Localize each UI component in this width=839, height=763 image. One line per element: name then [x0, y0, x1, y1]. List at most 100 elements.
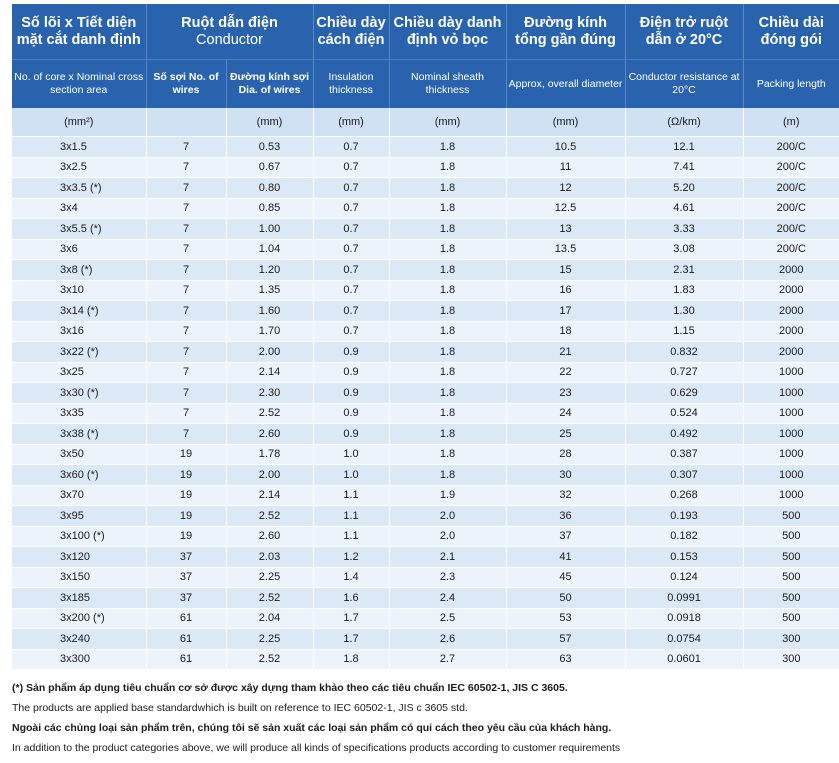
table-cell: 1.4	[313, 567, 390, 588]
table-cell: 1.1	[313, 526, 390, 547]
table-cell: 0.7	[313, 198, 390, 219]
table-cell: 3x14 (*)	[12, 300, 147, 322]
table-cell: 7	[146, 423, 227, 445]
table-cell: 3x4	[12, 198, 147, 219]
table-cell: 10.5	[506, 136, 626, 158]
table-cell: 3x200 (*)	[12, 608, 147, 629]
table-cell: 2.6	[389, 628, 507, 650]
table-cell: 3x10	[12, 280, 147, 301]
table-cell: 53	[506, 608, 626, 629]
table-cell: 0.7	[313, 280, 390, 301]
table-cell: 1.35	[226, 280, 314, 301]
table-cell: 7	[146, 300, 227, 322]
table-cell: 200/C	[743, 177, 839, 199]
table-cell: 7	[146, 136, 227, 158]
table-cell: 0.182	[625, 526, 744, 547]
table-cell: 0.0601	[625, 649, 744, 670]
table-cell: 1.8	[389, 136, 507, 158]
table-cell: 1000	[743, 403, 839, 424]
table-row: 3x120 37 2.03 1.2 2.1 41 0.153 500	[12, 546, 839, 568]
table-cell: 16	[506, 280, 626, 301]
table-cell: 1.8	[389, 259, 507, 281]
table-cell: 0.7	[313, 321, 390, 342]
header-resistance-en: Conductor resistance at 20°C	[625, 59, 744, 108]
table-cell: 1.78	[226, 444, 314, 465]
table-cell: 3x185	[12, 587, 147, 609]
table-cell: 200/C	[743, 157, 839, 178]
table-row: 3x60 (*) 19 2.00 1.0 1.8 30 0.307 1000	[12, 464, 839, 486]
table-cell: 3x150	[12, 567, 147, 588]
table-cell: 19	[146, 444, 227, 465]
table-cell: 2.25	[226, 628, 314, 650]
table-row: 3x14 (*) 7 1.60 0.7 1.8 17 1.30 2000	[12, 300, 839, 322]
table-cell: 2.31	[625, 259, 744, 281]
table-cell: 1.8	[389, 382, 507, 404]
unit-cell: (mm)	[506, 108, 626, 137]
table-row: 3x95 19 2.52 1.1 2.0 36 0.193 500	[12, 505, 839, 527]
table-row: 3x150 37 2.25 1.4 2.3 45 0.124 500	[12, 567, 839, 588]
table-cell: 0.7	[313, 218, 390, 240]
table-cell: 0.7	[313, 300, 390, 322]
header-diameter-en: Approx, overall diameter	[506, 59, 626, 108]
table-cell: 3x8 (*)	[12, 259, 147, 281]
table-cell: 0.9	[313, 362, 390, 383]
table-row: 3x2.5 7 0.67 0.7 1.8 11 7.41 200/C	[12, 157, 839, 178]
table-cell: 1.8	[389, 300, 507, 322]
table-cell: 0.9	[313, 341, 390, 363]
table-cell: 2000	[743, 300, 839, 322]
table-cell: 0.80	[226, 177, 314, 199]
table-cell: 12	[506, 177, 626, 199]
table-cell: 37	[146, 567, 227, 588]
table-cell: 2.1	[389, 546, 507, 568]
header-wire-dia: Đường kính sợi Dia. of wires	[226, 59, 314, 108]
table-cell: 12.1	[625, 136, 744, 158]
table-cell: 36	[506, 505, 626, 527]
table-cell: 0.0918	[625, 608, 744, 629]
table-row: 3x35 7 2.52 0.9 1.8 24 0.524 1000	[12, 403, 839, 424]
table-cell: 3x1.5	[12, 136, 147, 158]
table-cell: 1.8	[389, 362, 507, 383]
table-row: 3x30 (*) 7 2.30 0.9 1.8 23 0.629 1000	[12, 382, 839, 404]
table-cell: 7	[146, 239, 227, 260]
table-cell: 1.0	[313, 464, 390, 486]
table-cell: 15	[506, 259, 626, 281]
table-cell: 3x50	[12, 444, 147, 465]
header-packing-en: Packing length	[743, 59, 839, 108]
table-cell: 0.832	[625, 341, 744, 363]
table-cell: 1.1	[313, 505, 390, 527]
table-cell: 2.52	[226, 587, 314, 609]
table-cell: 37	[146, 546, 227, 568]
table-cell: 32	[506, 485, 626, 506]
cable-spec-table: Số lõi x Tiết diện mặt cắt danh định Ruộ…	[12, 4, 839, 670]
table-cell: 2.0	[389, 505, 507, 527]
table-cell: 3x5.5 (*)	[12, 218, 147, 240]
table-cell: 0.629	[625, 382, 744, 404]
table-cell: 0.7	[313, 259, 390, 281]
unit-cell: (mm)	[313, 108, 390, 137]
table-cell: 1.00	[226, 218, 314, 240]
table-cell: 3x16	[12, 321, 147, 342]
table-cell: 1.9	[389, 485, 507, 506]
table-cell: 3x22 (*)	[12, 341, 147, 363]
table-cell: 17	[506, 300, 626, 322]
footnote-vi-standard: (*) Sản phẩm áp dụng tiêu chuẩn cơ sở đư…	[12, 682, 568, 694]
table-cell: 3x120	[12, 546, 147, 568]
table-row: 3x200 (*) 61 2.04 1.7 2.5 53 0.0918 500	[12, 608, 839, 629]
table-cell: 1.7	[313, 628, 390, 650]
table-cell: 19	[146, 526, 227, 547]
table-cell: 1000	[743, 362, 839, 383]
table-cell: 1.1	[313, 485, 390, 506]
table-cell: 2000	[743, 321, 839, 342]
table-cell: 24	[506, 403, 626, 424]
table-cell: 19	[146, 485, 227, 506]
table-cell: 1.7	[313, 608, 390, 629]
table-row: 3x240 61 2.25 1.7 2.6 57 0.0754 300	[12, 628, 839, 650]
table-cell: 13.5	[506, 239, 626, 260]
table-cell: 1.60	[226, 300, 314, 322]
header-row-en: No. of core x Nominal cross section area…	[12, 59, 839, 108]
table-cell: 2.25	[226, 567, 314, 588]
unit-cell: (m)	[743, 108, 839, 137]
header-packing-vi: Chiều dài đóng gói	[743, 4, 839, 60]
table-cell: 2.03	[226, 546, 314, 568]
table-cell: 1000	[743, 382, 839, 404]
